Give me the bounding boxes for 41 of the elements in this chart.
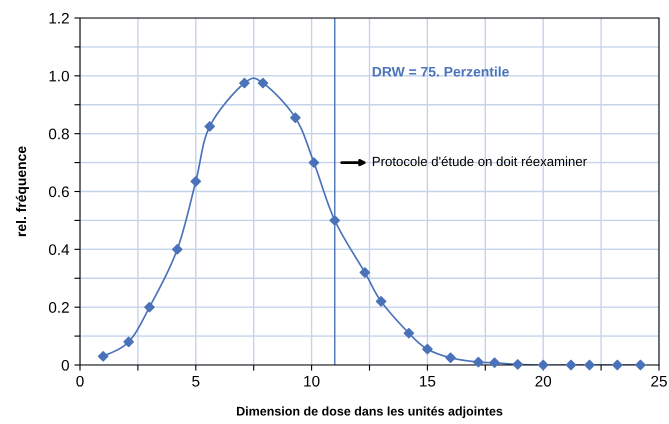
point bbox=[360, 267, 370, 278]
point bbox=[98, 351, 108, 362]
point bbox=[376, 296, 386, 307]
point bbox=[584, 360, 595, 370]
x-tick-label: 5 bbox=[192, 376, 200, 387]
x-tick-label: 15 bbox=[420, 376, 436, 387]
point bbox=[445, 352, 456, 364]
y-tick-label: 0.2 bbox=[48, 302, 69, 313]
x-tick-label: 20 bbox=[535, 376, 552, 387]
y-tick-label: 1.0 bbox=[50, 70, 69, 82]
point bbox=[635, 360, 646, 370]
point bbox=[422, 344, 433, 354]
y-tick-label: 0.8 bbox=[48, 128, 69, 140]
x-tick-label: 10 bbox=[304, 376, 320, 387]
point bbox=[123, 336, 134, 348]
point bbox=[308, 157, 320, 168]
x-tick-label: 25 bbox=[651, 376, 667, 387]
y-tick-label: 0.6 bbox=[48, 186, 69, 198]
point bbox=[239, 78, 250, 88]
y-tick-label: 1.2 bbox=[50, 12, 69, 24]
point bbox=[473, 356, 484, 368]
y-tick-label: 0.4 bbox=[48, 244, 70, 256]
x-tick-label: 0 bbox=[76, 376, 84, 387]
annotation: Protocole d'étude on doit réexaminer bbox=[372, 156, 587, 166]
point bbox=[204, 121, 215, 132]
point bbox=[258, 78, 268, 88]
x-axis-title: Dimension de dose dans les unités adjointes bbox=[236, 406, 502, 418]
y-axis-title: rel. fréquence bbox=[16, 146, 29, 236]
point bbox=[512, 359, 524, 370]
annotation: DRW = 75. Perzentile bbox=[372, 66, 509, 77]
point bbox=[566, 360, 576, 370]
y-tick-label: 0 bbox=[62, 360, 69, 371]
point bbox=[190, 176, 202, 187]
point bbox=[144, 302, 155, 312]
point bbox=[489, 357, 500, 368]
point bbox=[172, 244, 183, 255]
point bbox=[404, 328, 414, 338]
point bbox=[329, 215, 340, 226]
point bbox=[612, 360, 623, 370]
point bbox=[538, 360, 548, 370]
point bbox=[290, 112, 301, 124]
